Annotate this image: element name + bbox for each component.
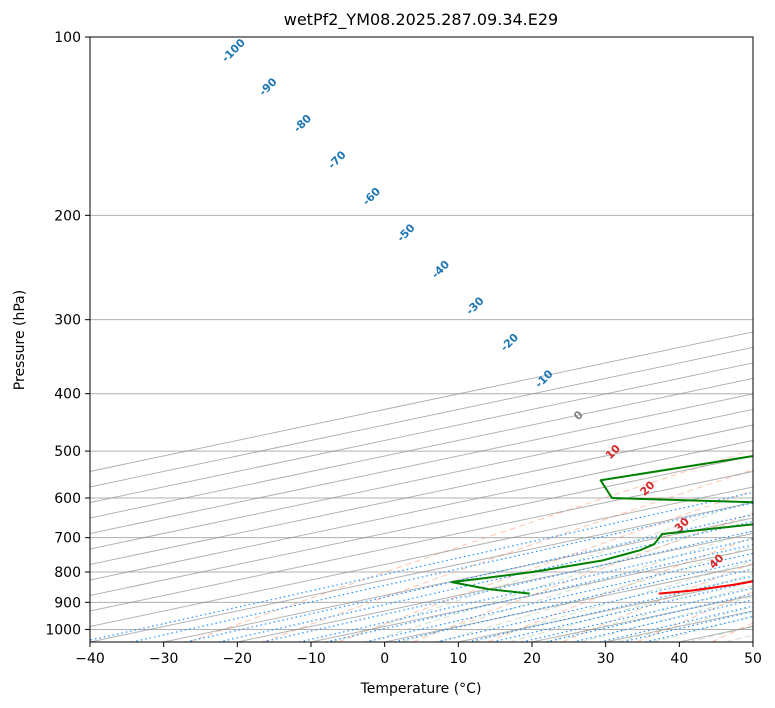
- y-axis-label: Pressure (hPa): [12, 290, 28, 390]
- x-tick-label: −30: [149, 651, 179, 667]
- y-tick-label: 200: [54, 208, 81, 224]
- x-tick-label: 50: [744, 651, 762, 667]
- x-axis: −40 −30 −20 −10 0 10 20 30 40 50: [75, 642, 762, 667]
- dry-adiabat-line: [487, 536, 753, 642]
- x-tick-label: 0: [380, 651, 389, 667]
- isotherm-line: [90, 501, 753, 642]
- x-tick-label: −20: [223, 651, 253, 667]
- isotherm-line: [90, 424, 753, 565]
- plot-frame: [89, 36, 754, 643]
- mixing-ratio-line: [365, 552, 753, 642]
- isotherm-line: [90, 486, 753, 628]
- dry-adiabat-line: [263, 469, 753, 642]
- x-axis-label: Temperature (°C): [360, 681, 482, 697]
- moist-adiabat-line: [544, 585, 753, 642]
- y-tick-label: 500: [54, 444, 81, 460]
- dry-adiabat-line: [412, 512, 753, 642]
- isotherm-line: [90, 439, 753, 581]
- dewpoint-line: [450, 455, 753, 595]
- isotherm-line: [163, 517, 753, 642]
- moist-adiabat-line: [438, 545, 753, 642]
- x-tick-label: 40: [670, 651, 688, 667]
- mixing-ratio-line: [436, 568, 753, 642]
- isotherm-line: [90, 408, 753, 550]
- moist-adiabat-line: [367, 514, 753, 642]
- mixing-ratio-line: [90, 491, 753, 641]
- y-tick-label: 700: [54, 531, 81, 547]
- chart-title: wetPf2_YM08.2025.287.09.34.E29: [284, 10, 558, 30]
- y-tick-label: 100: [54, 30, 81, 46]
- y-axis: 100 200 300 400 500 600 700 800 900 1000: [45, 30, 90, 638]
- x-tick-label: 20: [523, 651, 541, 667]
- mixing-ratio-line: [492, 580, 753, 642]
- moist-adiabat-line: [473, 560, 753, 642]
- isotherm-line: [90, 331, 753, 472]
- mixing-ratio-line: [467, 575, 753, 642]
- y-tick-label: 300: [54, 313, 81, 329]
- x-tick-label: −10: [296, 651, 326, 667]
- x-tick-label: 10: [449, 651, 467, 667]
- mixing-ratio-line: [218, 520, 753, 642]
- profiles: [450, 455, 753, 595]
- background-lines: [90, 37, 753, 642]
- isotherm-line: [90, 455, 753, 596]
- isotherm-line: [237, 532, 753, 642]
- dry-adiabat-line: [188, 449, 753, 642]
- y-tick-label: 1000: [45, 622, 81, 638]
- y-tick-label: 900: [54, 595, 81, 611]
- x-tick-label: −40: [75, 651, 105, 667]
- y-tick-label: 800: [54, 565, 81, 581]
- y-tick-label: 600: [54, 491, 81, 507]
- x-tick-label: 30: [597, 651, 615, 667]
- mixing-ratio-line: [394, 559, 753, 642]
- y-tick-label: 400: [54, 387, 81, 403]
- isotherm-line: [90, 470, 753, 612]
